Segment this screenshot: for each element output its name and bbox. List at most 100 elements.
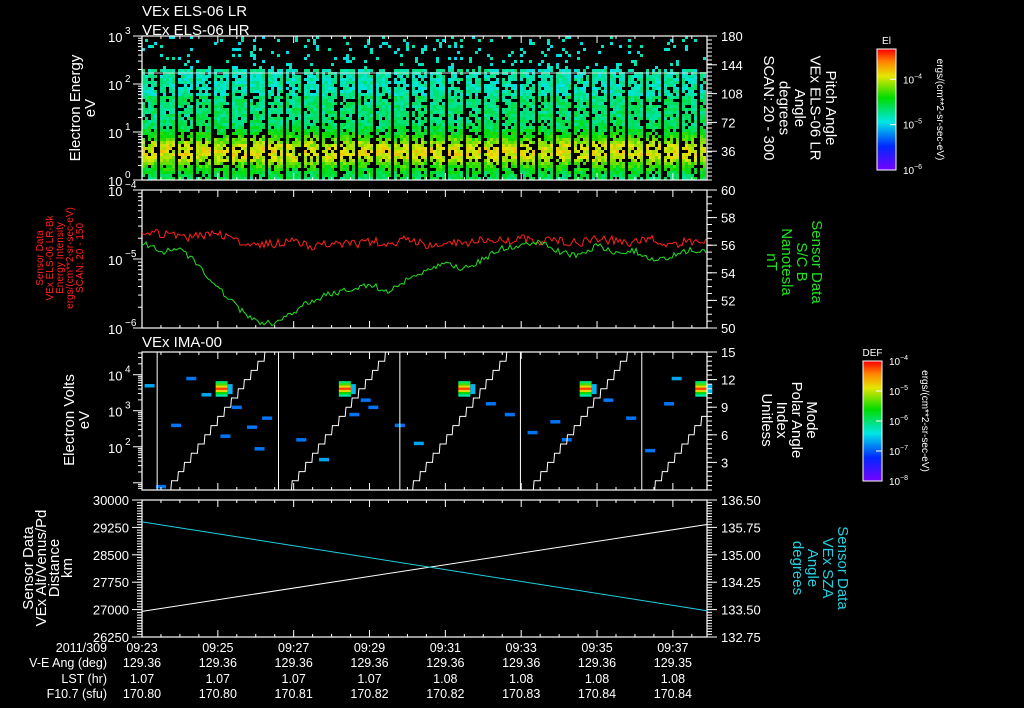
spectrogram-cell [670, 144, 673, 147]
spectrogram-cell [289, 99, 292, 102]
spectrogram-cell [238, 78, 241, 81]
spectrogram-cell [292, 69, 295, 72]
spectrogram-cell [262, 159, 265, 162]
spectrogram-cell [514, 177, 517, 180]
spectrogram-cell [331, 111, 334, 114]
spectrogram-cell [208, 171, 211, 174]
spectrogram-cell [205, 165, 208, 168]
spectrogram-cell [508, 102, 511, 105]
spectrogram-cell [421, 114, 424, 117]
spectrogram-cell [370, 96, 373, 99]
spectrogram-cell [568, 78, 571, 81]
spectrogram-cell [307, 54, 310, 57]
spectrogram-cell [538, 168, 541, 171]
spectrogram-cell [217, 144, 220, 147]
spectrogram-cell [244, 162, 247, 165]
spectrogram-cell [268, 84, 271, 87]
spectrogram-cell [646, 87, 649, 90]
spectrogram-cell [640, 87, 643, 90]
spectrogram-cell [601, 96, 604, 99]
spectrogram-cell [526, 132, 529, 135]
spectrogram-cell [382, 90, 385, 93]
spectrogram-cell [460, 111, 463, 114]
spectrogram-cell [298, 177, 301, 180]
spectrogram-cell [577, 168, 580, 171]
spectrogram-cell [634, 63, 637, 66]
spectrogram-cell [232, 123, 235, 126]
spectrogram-cell [649, 75, 652, 78]
spectrogram-cell [406, 117, 409, 120]
spectrogram-cell [151, 159, 154, 162]
spectrogram-cell [454, 162, 457, 165]
spectrogram-cell [502, 144, 505, 147]
spectrogram-cell [394, 174, 397, 177]
spectrogram-cell [670, 135, 673, 138]
spectrogram-cell [430, 108, 433, 111]
spectrogram-cell [586, 153, 589, 156]
spectrogram-cell [253, 138, 256, 141]
spectrogram-cell [220, 150, 223, 153]
spectrogram-cell [349, 120, 352, 123]
spectrogram-cell [670, 81, 673, 84]
spectrogram-cell [241, 78, 244, 81]
spectrogram-cell [202, 171, 205, 174]
spectrogram-cell [574, 90, 577, 93]
spectrogram-cell [367, 132, 370, 135]
spectrogram-cell [349, 171, 352, 174]
spectrogram-cell [532, 78, 535, 81]
spectrogram-cell [151, 75, 154, 78]
spectrogram-cell [541, 144, 544, 147]
spectrogram-cell [178, 120, 181, 123]
spectrogram-cell [232, 87, 235, 90]
spectrogram-cell [475, 120, 478, 123]
spectrogram-cell [367, 114, 370, 117]
spectrogram-cell [595, 102, 598, 105]
spectrogram-cell [670, 105, 673, 108]
spectrogram-cell [190, 78, 193, 81]
spectrogram-cell [181, 105, 184, 108]
spectrogram-cell [583, 105, 586, 108]
spectrogram-cell [529, 177, 532, 180]
spectrogram-cell [328, 156, 331, 159]
spectrogram-cell [184, 126, 187, 129]
spectrogram-cell [214, 120, 217, 123]
spectrogram-cell [439, 105, 442, 108]
spectrogram-cell [184, 129, 187, 132]
spectrogram-cell [340, 159, 343, 162]
spectrogram-cell [622, 102, 625, 105]
spectrogram-cell [523, 165, 526, 168]
spectrogram-cell [268, 138, 271, 141]
spectrogram-cell [148, 150, 151, 153]
spectrogram-cell [313, 153, 316, 156]
spectrogram-cell [628, 174, 631, 177]
spectrogram-cell [385, 153, 388, 156]
spectrogram-cell [439, 90, 442, 93]
spectrogram-cell [442, 102, 445, 105]
spectrogram-cell [616, 165, 619, 168]
spectrogram-cell [466, 81, 469, 84]
spectrogram-cell [634, 93, 637, 96]
spectrogram-cell [523, 102, 526, 105]
spectrogram-cell [511, 87, 514, 90]
spectrogram-cell [298, 129, 301, 132]
spectrogram-cell [490, 114, 493, 117]
spectrogram-cell [514, 132, 517, 135]
spectrogram-cell [436, 102, 439, 105]
spectrogram-cell [574, 162, 577, 165]
spectrogram-cell [622, 153, 625, 156]
spectrogram-cell [526, 171, 529, 174]
spectrogram-cell [454, 96, 457, 99]
spectrogram-cell [325, 165, 328, 168]
spectrogram-cell [568, 105, 571, 108]
spectrogram-cell [253, 144, 256, 147]
spectrogram-cell [544, 168, 547, 171]
spectrogram-cell [538, 177, 541, 180]
spectrogram-cell [520, 48, 523, 51]
spectrogram-cell [361, 141, 364, 144]
spectrogram-cell [403, 156, 406, 159]
spectrogram-cell [262, 96, 265, 99]
spectrogram-cell [466, 153, 469, 156]
spectrogram-cell [394, 96, 397, 99]
spectrogram-cell [451, 66, 454, 69]
spectrogram-cell [469, 141, 472, 144]
